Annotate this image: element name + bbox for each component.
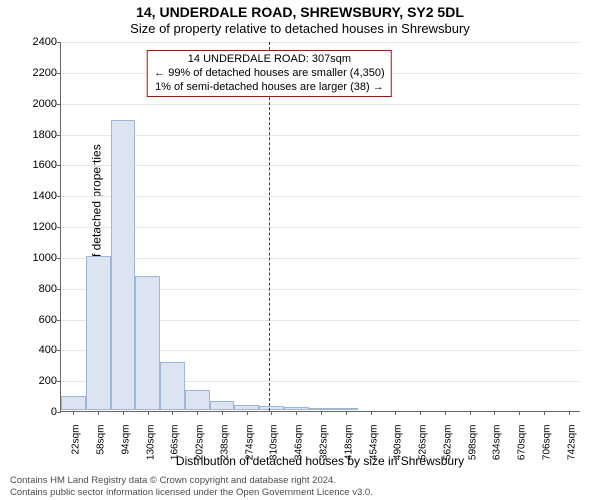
chart-title-block: 14, UNDERDALE ROAD, SHREWSBURY, SY2 5DL … [0, 0, 600, 36]
x-tick-label: 130sqm [145, 425, 156, 475]
x-tick-mark [197, 411, 198, 415]
plot-region: 0200400600800100012001400160018002000220… [60, 42, 580, 412]
x-tick-mark [569, 411, 570, 415]
y-tick-mark [57, 73, 61, 74]
gridline [61, 135, 580, 136]
y-tick-label: 200 [17, 375, 57, 387]
x-tick-label: 94sqm [120, 425, 131, 475]
y-tick-label: 1200 [17, 221, 57, 233]
x-tick-mark [148, 411, 149, 415]
x-tick-mark [445, 411, 446, 415]
x-tick-mark [470, 411, 471, 415]
y-tick-mark [57, 412, 61, 413]
footer-attribution: Contains HM Land Registry data © Crown c… [0, 475, 600, 498]
y-tick-label: 400 [17, 344, 57, 356]
x-tick-mark [346, 411, 347, 415]
histogram-bar [160, 362, 185, 410]
histogram-bar [111, 120, 136, 410]
footer-line-2: Contains public sector information licen… [10, 487, 600, 498]
y-tick-label: 1600 [17, 159, 57, 171]
histogram-bar [135, 276, 160, 410]
histogram-bar [259, 406, 284, 410]
y-tick-mark [57, 320, 61, 321]
annotation-line: 14 UNDERDALE ROAD: 307sqm [154, 53, 385, 67]
x-tick-label: 58sqm [96, 425, 107, 475]
footer-line-1: Contains HM Land Registry data © Crown c… [10, 475, 600, 486]
annotation-box: 14 UNDERDALE ROAD: 307sqm← 99% of detach… [147, 50, 392, 97]
x-tick-mark [123, 411, 124, 415]
histogram-bar [61, 396, 86, 410]
x-tick-label: 634sqm [492, 425, 503, 475]
x-tick-mark [321, 411, 322, 415]
x-tick-label: 670sqm [517, 425, 528, 475]
histogram-bar [185, 390, 210, 410]
y-tick-mark [57, 104, 61, 105]
y-tick-label: 600 [17, 314, 57, 326]
x-tick-mark [73, 411, 74, 415]
y-tick-mark [57, 165, 61, 166]
y-tick-mark [57, 227, 61, 228]
annotation-line: 1% of semi-detached houses are larger (3… [154, 81, 385, 95]
y-tick-label: 2000 [17, 98, 57, 110]
gridline [61, 165, 580, 166]
y-tick-mark [57, 289, 61, 290]
y-tick-label: 2400 [17, 36, 57, 48]
y-tick-label: 2200 [17, 67, 57, 79]
x-tick-mark [172, 411, 173, 415]
x-tick-mark [98, 411, 99, 415]
x-tick-mark [222, 411, 223, 415]
histogram-bar [86, 256, 111, 410]
annotation-line: ← 99% of detached houses are smaller (4,… [154, 67, 385, 81]
gridline [61, 196, 580, 197]
y-tick-label: 1400 [17, 190, 57, 202]
chart-area: Number of detached properties 0200400600… [60, 42, 580, 412]
gridline [61, 42, 580, 43]
gridline [61, 227, 580, 228]
x-tick-mark [371, 411, 372, 415]
x-tick-mark [494, 411, 495, 415]
y-tick-label: 800 [17, 283, 57, 295]
x-tick-mark [395, 411, 396, 415]
x-tick-mark [247, 411, 248, 415]
histogram-bar [210, 401, 235, 410]
histogram-bar [234, 405, 259, 410]
y-tick-mark [57, 42, 61, 43]
histogram-bar [333, 408, 358, 410]
x-tick-label: 742sqm [566, 425, 577, 475]
x-tick-mark [296, 411, 297, 415]
x-tick-mark [420, 411, 421, 415]
y-tick-label: 0 [17, 406, 57, 418]
x-tick-label: 22sqm [71, 425, 82, 475]
y-tick-mark [57, 350, 61, 351]
y-tick-label: 1000 [17, 252, 57, 264]
x-tick-mark [519, 411, 520, 415]
histogram-bar [284, 407, 309, 410]
y-tick-label: 1800 [17, 129, 57, 141]
y-tick-mark [57, 381, 61, 382]
y-tick-mark [57, 196, 61, 197]
x-axis-label: Distribution of detached houses by size … [176, 454, 464, 468]
histogram-bar [309, 408, 334, 410]
y-tick-mark [57, 135, 61, 136]
gridline [61, 258, 580, 259]
y-tick-mark [57, 258, 61, 259]
x-tick-mark [271, 411, 272, 415]
x-tick-label: 598sqm [467, 425, 478, 475]
x-tick-label: 706sqm [541, 425, 552, 475]
gridline [61, 104, 580, 105]
chart-title: 14, UNDERDALE ROAD, SHREWSBURY, SY2 5DL [0, 4, 600, 20]
chart-subtitle: Size of property relative to detached ho… [0, 21, 600, 36]
x-tick-mark [544, 411, 545, 415]
reference-line [269, 42, 270, 411]
